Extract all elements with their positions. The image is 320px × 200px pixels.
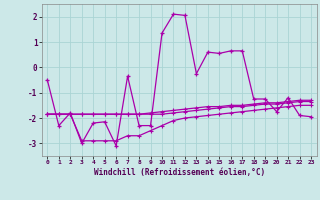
X-axis label: Windchill (Refroidissement éolien,°C): Windchill (Refroidissement éolien,°C): [94, 168, 265, 177]
